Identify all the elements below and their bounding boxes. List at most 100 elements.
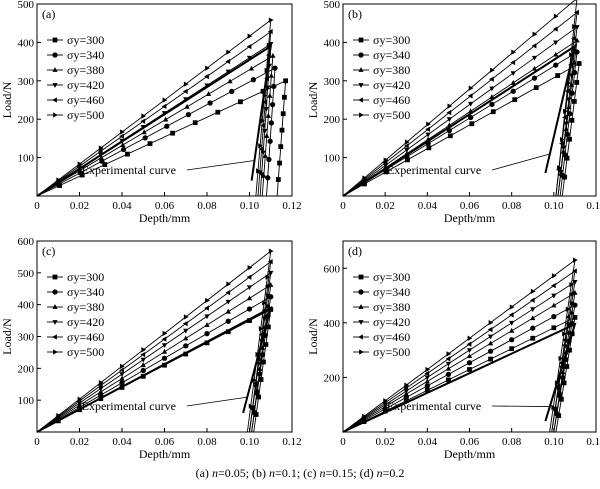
data-point <box>512 97 518 103</box>
data-point <box>426 121 431 127</box>
data-point <box>488 319 494 326</box>
data-point <box>553 51 559 57</box>
annotation-leader <box>186 396 248 407</box>
legend-marker <box>358 274 364 280</box>
legend-entry: σy=340 <box>47 48 104 62</box>
data-point <box>98 380 104 386</box>
data-point <box>142 135 148 141</box>
legend-marker <box>52 37 58 43</box>
data-point <box>183 81 189 87</box>
data-point <box>255 361 262 367</box>
legend-label: σy=420 <box>373 315 410 329</box>
x-tick-label: 0 <box>340 200 346 212</box>
data-point <box>446 377 451 383</box>
data-point <box>530 315 536 321</box>
data-point <box>226 281 232 287</box>
data-point <box>262 300 267 306</box>
x-tick-label: 0.04 <box>418 200 438 212</box>
data-point <box>551 273 557 279</box>
data-point <box>246 295 253 301</box>
data-point <box>560 374 566 381</box>
data-point <box>404 382 410 388</box>
data-point <box>246 306 253 312</box>
data-point <box>98 386 104 392</box>
data-point <box>247 33 253 39</box>
data-point <box>510 59 516 66</box>
data-point <box>561 380 567 386</box>
data-point <box>225 69 231 75</box>
legend-entry: σy=340 <box>353 48 410 62</box>
data-point <box>509 327 515 333</box>
data-point <box>533 85 539 91</box>
data-point <box>267 138 273 144</box>
data-point <box>563 108 568 114</box>
data-point <box>183 314 189 320</box>
data-point <box>161 343 168 349</box>
chart-panel-a: 0 0.02 0.04 0.06 0.08 0.10 0.12 100 200 300 400 500… <box>0 0 302 225</box>
caption-d-label: (d) <box>359 466 374 480</box>
data-point <box>557 165 562 171</box>
data-point <box>569 117 575 123</box>
data-point <box>98 154 104 160</box>
data-point <box>490 67 495 73</box>
data-point <box>467 335 473 341</box>
data-point <box>120 142 126 147</box>
legend-entry: σy=420 <box>353 78 410 92</box>
data-point <box>265 175 271 181</box>
data-point <box>489 86 495 92</box>
data-point <box>560 369 566 375</box>
data-point <box>260 117 266 124</box>
data-point <box>257 366 263 371</box>
caption-d-eq: =0.2 <box>382 466 405 480</box>
data-point <box>119 380 125 386</box>
figure-caption: (a) n=0.05; (b) n=0.1; (c) n=0.15; (d) n… <box>0 466 600 481</box>
data-point <box>97 382 103 389</box>
legend-marker <box>53 112 58 118</box>
data-point <box>147 141 153 147</box>
y-axis-label: Load/N <box>0 81 14 118</box>
legend-entry: σy=380 <box>47 63 104 77</box>
legend-label: σy=380 <box>67 300 104 314</box>
data-point <box>272 65 278 71</box>
x-tick-label: 0.12 <box>282 436 301 448</box>
y-tick-label: 100 <box>324 153 341 165</box>
data-point <box>277 160 282 166</box>
legend-label: σy=460 <box>67 330 104 344</box>
legend-entry: σy=420 <box>47 78 104 92</box>
y-tick-label: 300 <box>18 76 35 88</box>
data-point <box>225 299 231 305</box>
data-point <box>508 312 514 318</box>
data-point <box>250 77 257 83</box>
legend-entry: σy=340 <box>353 285 410 299</box>
x-tick-label: 0.02 <box>376 200 395 212</box>
legend-marker <box>358 83 364 88</box>
legend-label: σy=380 <box>373 300 410 314</box>
data-point <box>445 356 451 362</box>
caption-d-n: n <box>376 466 383 480</box>
series-3 <box>36 52 276 197</box>
panel-label: (c) <box>42 244 55 258</box>
experimental-curve <box>36 44 273 197</box>
data-point <box>551 293 557 299</box>
data-point <box>553 13 559 19</box>
data-point <box>252 384 259 390</box>
data-point <box>509 320 515 326</box>
legend-entry: σy=300 <box>47 270 104 284</box>
data-point <box>263 342 269 347</box>
data-point <box>140 357 146 363</box>
data-point <box>425 132 431 138</box>
data-point <box>77 396 83 402</box>
data-point <box>184 103 190 109</box>
data-point <box>489 101 495 108</box>
data-point <box>119 372 125 378</box>
legend-entry: σy=380 <box>353 63 410 77</box>
data-point <box>445 371 452 377</box>
data-point <box>226 49 232 55</box>
data-point <box>264 283 270 289</box>
data-point <box>426 145 432 151</box>
data-point <box>268 72 274 78</box>
experimental-line <box>36 44 273 197</box>
data-point <box>215 109 221 115</box>
data-point <box>562 337 567 343</box>
data-point <box>552 26 558 32</box>
